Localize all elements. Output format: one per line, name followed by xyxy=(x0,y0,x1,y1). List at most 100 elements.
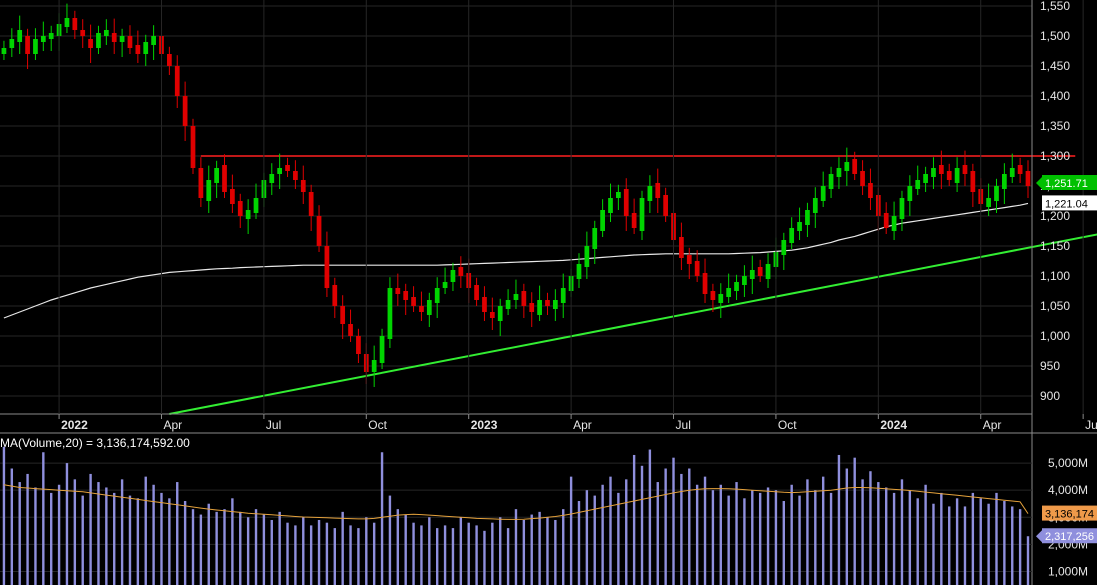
candle-body xyxy=(907,186,913,201)
volume-bar xyxy=(514,509,518,585)
time-axis: 2022 Apr Jul Oct 2023 Apr Jul Oct 2024 Apr Jul xyxy=(58,0,1097,432)
candle-body xyxy=(64,18,70,27)
volume-bar xyxy=(443,525,447,585)
time-tick-label: Apr xyxy=(163,418,182,432)
volume-ma-badge: 3,136,174 xyxy=(1042,505,1097,521)
candle-body xyxy=(119,36,125,42)
candle-body xyxy=(521,291,527,306)
volume-bar xyxy=(617,492,620,585)
candle-body xyxy=(9,39,15,48)
volume-bar xyxy=(120,479,124,585)
volume-moving-average xyxy=(3,484,1029,520)
price-tick-label: 1,100 xyxy=(1040,269,1070,283)
candle-body xyxy=(103,30,109,36)
candle-body xyxy=(986,198,991,207)
volume-ma-badge-box xyxy=(1042,505,1097,521)
volume-bar xyxy=(428,517,431,585)
candle-body xyxy=(970,171,976,192)
volume-bar xyxy=(136,498,140,585)
volume-bar xyxy=(766,487,770,585)
volume-bar xyxy=(640,465,644,585)
volume-bar xyxy=(877,482,880,585)
volume-bar xyxy=(223,509,226,585)
volume-bar xyxy=(735,482,738,585)
volume-bar xyxy=(758,492,762,585)
candle-body xyxy=(356,336,361,354)
volume-bar xyxy=(309,525,313,585)
candle-body xyxy=(1,48,7,54)
candle-body xyxy=(552,300,558,309)
price-ma-badge-box xyxy=(1042,195,1097,211)
volume-bar xyxy=(892,492,896,585)
candle-body xyxy=(143,42,149,54)
volume-bar xyxy=(246,517,250,585)
candle-body xyxy=(923,174,928,183)
volume-bar xyxy=(916,498,919,585)
candle-body xyxy=(442,282,448,288)
volume-bar xyxy=(97,482,100,585)
time-tick-label: 2023 xyxy=(471,418,498,432)
price-moving-average xyxy=(3,202,1029,319)
volume-bar xyxy=(1011,506,1014,585)
volume-bar xyxy=(1018,509,1022,585)
candle-body xyxy=(371,360,377,372)
candle-body xyxy=(994,186,999,201)
candle-body xyxy=(1025,171,1031,186)
candle-body xyxy=(718,294,724,303)
candle-body xyxy=(253,198,259,213)
time-tick-label: Jul xyxy=(676,418,691,432)
candle-body xyxy=(844,162,850,171)
candle-body xyxy=(560,288,566,303)
candle-body xyxy=(190,126,196,168)
candle-body xyxy=(450,270,456,282)
volume-bar xyxy=(380,452,384,585)
price-candles xyxy=(1,3,1031,387)
volume-bar xyxy=(191,509,195,585)
candle-body xyxy=(686,255,692,264)
volume-bar xyxy=(609,476,612,585)
volume-bar xyxy=(483,530,486,585)
volume-bar xyxy=(404,514,407,585)
volume-bar xyxy=(451,528,455,585)
volume-bar xyxy=(113,492,116,585)
candle-body xyxy=(962,165,968,174)
candle-body xyxy=(88,39,93,48)
candle-body xyxy=(135,45,141,54)
volume-badge-pointer xyxy=(1036,529,1043,544)
price-gridlines xyxy=(0,5,1032,397)
candle-body xyxy=(954,168,960,183)
time-tick-label: Jul xyxy=(266,418,281,432)
volume-bar xyxy=(57,484,61,585)
volume-bar xyxy=(176,482,179,585)
price-ma-badge: 1,221.04 xyxy=(1042,195,1097,211)
volume-bar xyxy=(317,519,321,585)
volume-tick-label: 1,000M xyxy=(1048,564,1088,578)
candle-body xyxy=(836,168,842,177)
candle-body xyxy=(80,30,86,36)
candle-body xyxy=(663,195,669,216)
volume-bar xyxy=(554,519,557,585)
last-price-badge-pointer xyxy=(1036,176,1043,190)
price-tick-label: 1,450 xyxy=(1040,59,1070,73)
volume-bar xyxy=(751,490,754,585)
price-tick-label: 1,550 xyxy=(1040,0,1070,13)
volume-bar xyxy=(743,498,746,585)
volume-bar xyxy=(538,511,541,585)
volume-bar xyxy=(774,490,778,585)
candle-body xyxy=(387,288,393,339)
candle-body xyxy=(285,165,290,171)
candle-body xyxy=(332,285,338,306)
volume-bar xyxy=(26,473,29,585)
volume-bar xyxy=(798,495,801,585)
candle-body xyxy=(616,192,621,198)
volume-bar xyxy=(546,517,549,585)
candle-body xyxy=(426,300,432,315)
candle-body xyxy=(868,183,873,198)
support-level xyxy=(169,233,1097,415)
volume-bar xyxy=(333,528,336,585)
candle-body xyxy=(584,246,590,267)
volume-bar xyxy=(475,525,478,585)
volume-bar xyxy=(932,503,935,585)
volume-bar xyxy=(955,498,959,585)
